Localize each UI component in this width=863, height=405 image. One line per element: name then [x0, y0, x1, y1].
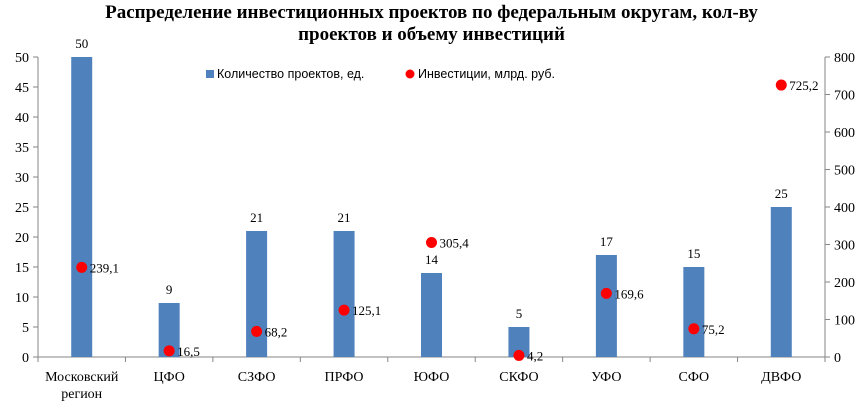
left-axis-tick-label: 5 — [22, 321, 29, 336]
investment-value-label: 305,4 — [440, 235, 470, 250]
category-label: Московский — [45, 370, 119, 385]
left-axis-tick-label: 20 — [15, 231, 29, 246]
bar-projects — [595, 255, 617, 357]
legend-label-projects: Количество проектов, ед. — [217, 67, 364, 81]
chart-title-line-2: проектов и объему инвестиций — [298, 24, 565, 45]
investment-point — [163, 345, 175, 357]
right-axis-tick-label: 400 — [834, 201, 855, 216]
legend-swatch-investments — [405, 69, 415, 79]
bar-value-label: 21 — [250, 210, 263, 225]
category-label: СЗФО — [238, 370, 276, 385]
investment-point — [775, 79, 787, 91]
investment-point — [513, 349, 525, 361]
investment-value-label: 169,6 — [614, 286, 644, 301]
category-label: ДВФО — [761, 370, 801, 385]
right-axis-tick-label: 500 — [834, 164, 855, 179]
legend-label-investments: Инвестиции, млрд. руб. — [418, 67, 555, 81]
bar-value-label: 50 — [75, 36, 88, 51]
bar-projects — [683, 267, 705, 357]
category-label: ПРФО — [325, 370, 364, 385]
left-axis-tick-label: 15 — [15, 261, 29, 276]
investment-value-label: 725,2 — [789, 78, 818, 93]
category-label: СКФО — [499, 370, 538, 385]
legend-swatch-projects — [206, 70, 214, 78]
left-axis-tick-label: 45 — [15, 81, 29, 96]
bar-value-label: 15 — [687, 246, 700, 261]
bar-projects — [246, 231, 268, 357]
left-axis-tick-label: 50 — [15, 51, 29, 66]
right-axis-tick-label: 300 — [834, 239, 855, 254]
category-label: регион — [61, 387, 102, 402]
investment-value-label: 4,2 — [527, 348, 543, 363]
left-axis-tick-label: 25 — [15, 201, 29, 216]
left-axis-tick-label: 40 — [15, 111, 29, 126]
right-axis-tick-label: 700 — [834, 89, 855, 104]
category-label: СФО — [678, 370, 709, 385]
investment-point — [426, 236, 437, 248]
right-axis-tick-label: 800 — [834, 51, 855, 66]
investment-value-label: 239,1 — [90, 260, 119, 275]
bar-projects — [71, 57, 93, 357]
bar-value-label: 5 — [516, 306, 523, 321]
investment-points-layer: 239,1 16,5 68,2 125,1 305,4 4,2 169,6 75,2 725,2 — [76, 78, 819, 363]
bar-projects — [770, 207, 792, 357]
category-label: УФО — [591, 370, 621, 385]
chart-title-line-1: Распределение инвестиционных проектов по… — [105, 2, 758, 23]
bar-projects — [421, 273, 442, 357]
investment-value-label: 68,2 — [265, 324, 288, 339]
investment-value-label: 125,1 — [352, 303, 381, 318]
bar-projects — [508, 327, 530, 357]
left-axis-tick-label: 0 — [22, 351, 29, 366]
bar-value-label: 14 — [425, 252, 439, 267]
right-axis-tick-label: 0 — [834, 351, 841, 366]
category-label: ЦФО — [153, 370, 184, 385]
left-axis-tick-label: 10 — [15, 291, 29, 306]
investment-point — [251, 325, 263, 337]
bar-value-label: 9 — [166, 282, 173, 297]
right-axis-tick-label: 100 — [834, 314, 855, 329]
category-label: ЮФО — [414, 370, 450, 385]
left-axis-tick-label: 30 — [15, 171, 29, 186]
investment-value-label: 75,2 — [702, 322, 725, 337]
bar-value-label: 25 — [775, 186, 788, 201]
bar-value-label: 17 — [600, 234, 614, 249]
chart-title: Распределение инвестиционных проектов по… — [0, 2, 863, 46]
investment-point — [688, 323, 700, 335]
bar-projects — [333, 231, 355, 357]
bar-projects — [158, 303, 180, 357]
right-axis-tick-label: 600 — [834, 126, 855, 141]
right-axis-tick-label: 200 — [834, 276, 855, 291]
bar-value-label: 21 — [338, 210, 351, 225]
investment-point — [76, 261, 88, 273]
legend: Количество проектов, ед. Инвестиции, млрд… — [206, 67, 555, 81]
investment-value-label: 16,5 — [177, 344, 200, 359]
investment-point — [600, 287, 612, 299]
bars-layer: 50 9 21 21 14 5 17 15 25 — [71, 36, 792, 357]
investment-point — [338, 304, 350, 316]
left-axis-tick-label: 35 — [15, 141, 29, 156]
